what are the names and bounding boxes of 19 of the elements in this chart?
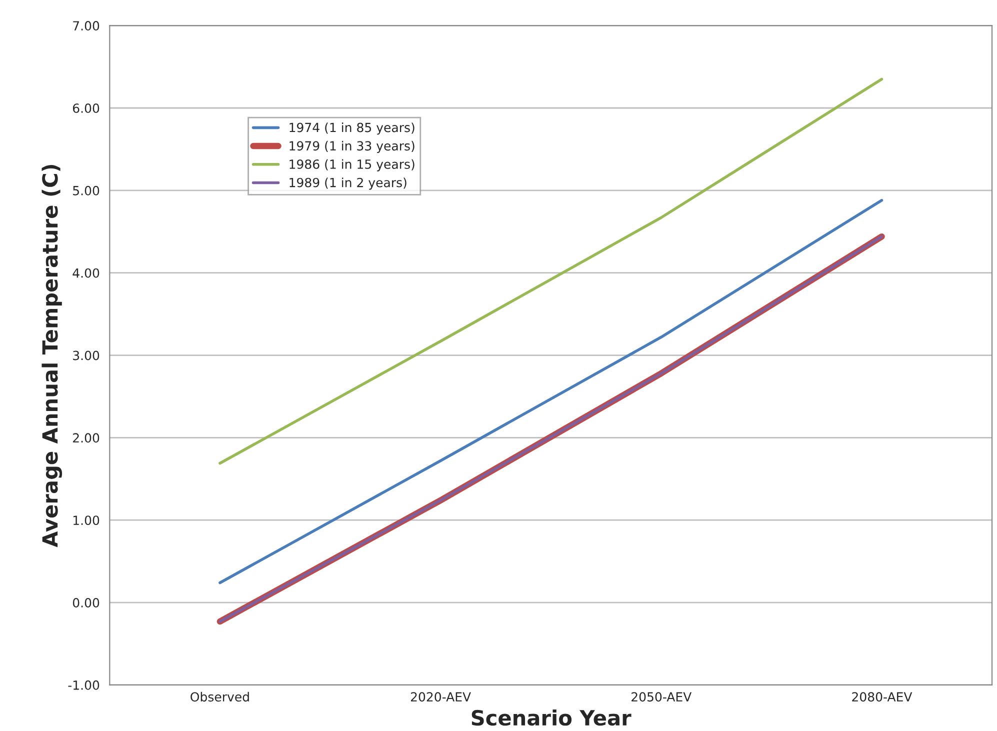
y-tick-label: -1.00: [68, 680, 100, 690]
y-tick-label: 1.00: [73, 516, 100, 526]
legend-label: 1986 (1 in 15 years): [290, 159, 414, 172]
x-tick-label: 2080-AEV: [852, 692, 912, 702]
legend-label: 1979 (1 in 33 years): [290, 140, 414, 153]
y-axis-title: Average Annual Temperature (C): [42, 164, 62, 548]
y-tick-label: 7.00: [73, 21, 100, 31]
y-tick-label: 0.00: [72, 598, 100, 608]
x-tick-label: Observed: [190, 692, 249, 702]
y-tick-label: 2.00: [73, 433, 100, 443]
legend-label: 1974 (1 in 85 years): [290, 122, 414, 135]
x-tick-label: 2020-AEV: [410, 692, 471, 702]
y-tick-label: 3.00: [73, 350, 100, 360]
x-tick-label: 2050-AEV: [632, 692, 692, 702]
legend-label: 1989 (1 in 2 years): [290, 178, 406, 190]
y-tick-label: 5.00: [73, 186, 100, 196]
y-tick-label: 6.00: [72, 103, 100, 113]
x-axis-title: Scenario Year: [472, 710, 632, 726]
y-tick-label: 4.00: [72, 268, 100, 278]
